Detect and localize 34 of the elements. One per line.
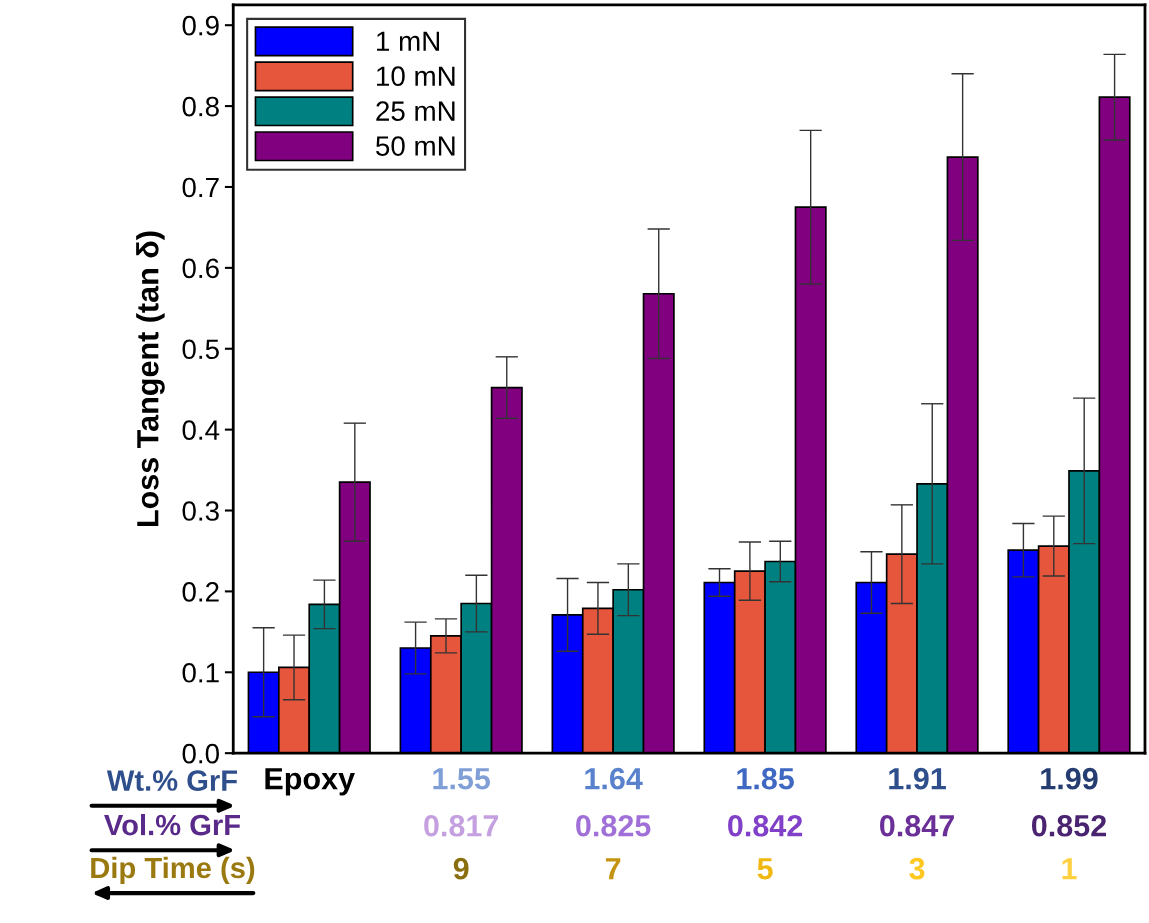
y-tick-label: 0.9	[182, 15, 219, 36]
x-tick-label: 1.55	[433, 768, 491, 790]
y-tick-label: 0.7	[182, 177, 219, 198]
x-tick-label: 1.91	[889, 767, 946, 790]
text: 0.852	[1031, 814, 1107, 837]
y-tick-label: 0.6	[182, 258, 219, 279]
y-tick-label: 0.5	[182, 339, 219, 360]
legend-label: 1 mN	[377, 31, 440, 51]
y-tick-label: 0.3	[182, 501, 219, 521]
text: Vol.% GrF	[104, 813, 241, 836]
y-tick-label: 0.8	[182, 96, 219, 117]
y-tick-label: 0.4	[182, 420, 220, 440]
text: Wt.% GrF	[106, 770, 238, 791]
y-tick-label: 0.0	[182, 743, 219, 764]
text: Dip Time (s)	[91, 856, 255, 885]
y-axis-title: Loss Tangent (tan δ)	[136, 231, 165, 527]
legend-label: 10 mN	[377, 66, 455, 87]
legend-label: 50 mN	[376, 136, 455, 156]
text: 0.825	[576, 814, 651, 837]
text: 1	[1062, 858, 1077, 880]
text: 3	[909, 857, 925, 880]
x-tick-label: 1.85	[737, 767, 794, 790]
text: 7	[605, 858, 621, 880]
y-tick-label: 0.2	[182, 582, 219, 602]
text: 5	[757, 858, 773, 880]
text: 0.842	[728, 814, 803, 837]
text: 0.847	[880, 814, 954, 837]
text: 9	[453, 857, 469, 880]
x-tick-label: 1.99	[1041, 767, 1098, 790]
y-tick-label: 0.1	[182, 662, 219, 683]
x-tick-label: Epoxy	[265, 768, 355, 796]
legend-label: 25 mN	[376, 101, 455, 121]
x-tick-label: 1.64	[585, 767, 643, 790]
text: 0.817	[424, 814, 499, 837]
